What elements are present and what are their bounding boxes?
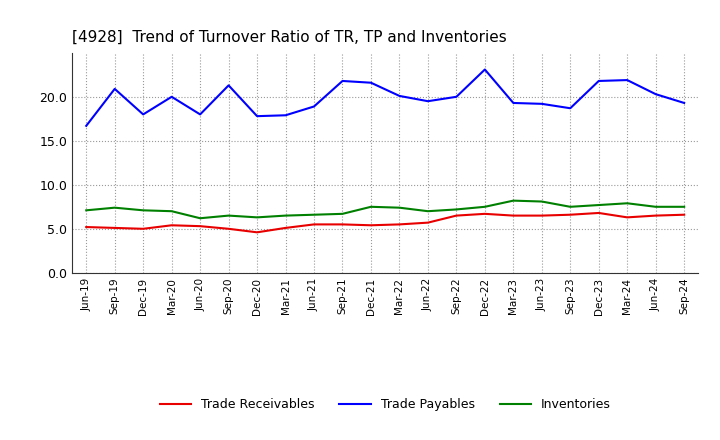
Trade Receivables bbox=[139, 226, 148, 231]
Trade Payables bbox=[566, 106, 575, 111]
Trade Payables bbox=[652, 92, 660, 97]
Trade Receivables bbox=[110, 225, 119, 231]
Trade Payables bbox=[623, 77, 631, 83]
Trade Payables bbox=[509, 100, 518, 106]
Trade Receivables bbox=[310, 222, 318, 227]
Inventories bbox=[139, 208, 148, 213]
Inventories bbox=[338, 211, 347, 216]
Trade Payables bbox=[167, 94, 176, 99]
Trade Receivables bbox=[253, 230, 261, 235]
Trade Payables bbox=[480, 67, 489, 72]
Trade Receivables bbox=[82, 224, 91, 230]
Inventories bbox=[82, 208, 91, 213]
Inventories bbox=[310, 212, 318, 217]
Inventories bbox=[480, 204, 489, 209]
Inventories bbox=[566, 204, 575, 209]
Trade Payables bbox=[366, 80, 375, 85]
Inventories bbox=[595, 202, 603, 208]
Inventories bbox=[623, 201, 631, 206]
Trade Payables bbox=[225, 83, 233, 88]
Trade Receivables bbox=[623, 215, 631, 220]
Trade Receivables bbox=[395, 222, 404, 227]
Inventories bbox=[452, 207, 461, 212]
Trade Payables bbox=[537, 101, 546, 106]
Trade Receivables bbox=[452, 213, 461, 218]
Trade Receivables bbox=[680, 212, 688, 217]
Trade Payables bbox=[282, 113, 290, 118]
Trade Receivables bbox=[595, 210, 603, 216]
Inventories bbox=[196, 216, 204, 221]
Trade Receivables bbox=[566, 212, 575, 217]
Trade Payables bbox=[423, 99, 432, 104]
Line: Trade Payables: Trade Payables bbox=[86, 70, 684, 126]
Trade Receivables bbox=[282, 225, 290, 231]
Trade Receivables bbox=[423, 220, 432, 225]
Inventories bbox=[652, 204, 660, 209]
Inventories bbox=[225, 213, 233, 218]
Trade Receivables bbox=[196, 224, 204, 229]
Inventories bbox=[366, 204, 375, 209]
Trade Payables bbox=[680, 100, 688, 106]
Trade Payables bbox=[139, 112, 148, 117]
Inventories bbox=[253, 215, 261, 220]
Line: Trade Receivables: Trade Receivables bbox=[86, 213, 684, 232]
Trade Payables bbox=[196, 112, 204, 117]
Trade Payables bbox=[253, 114, 261, 119]
Text: [4928]  Trend of Turnover Ratio of TR, TP and Inventories: [4928] Trend of Turnover Ratio of TR, TP… bbox=[72, 29, 507, 45]
Line: Inventories: Inventories bbox=[86, 201, 684, 218]
Trade Payables bbox=[338, 78, 347, 84]
Trade Receivables bbox=[338, 222, 347, 227]
Inventories bbox=[509, 198, 518, 203]
Trade Payables bbox=[82, 123, 91, 128]
Inventories bbox=[110, 205, 119, 210]
Trade Payables bbox=[452, 94, 461, 99]
Trade Receivables bbox=[225, 226, 233, 231]
Inventories bbox=[537, 199, 546, 204]
Trade Receivables bbox=[652, 213, 660, 218]
Legend: Trade Receivables, Trade Payables, Inventories: Trade Receivables, Trade Payables, Inven… bbox=[155, 393, 616, 416]
Inventories bbox=[423, 209, 432, 214]
Inventories bbox=[680, 204, 688, 209]
Inventories bbox=[395, 205, 404, 210]
Inventories bbox=[167, 209, 176, 214]
Trade Payables bbox=[395, 93, 404, 99]
Inventories bbox=[282, 213, 290, 218]
Trade Receivables bbox=[366, 223, 375, 228]
Trade Receivables bbox=[167, 223, 176, 228]
Trade Receivables bbox=[537, 213, 546, 218]
Trade Receivables bbox=[480, 211, 489, 216]
Trade Payables bbox=[110, 86, 119, 92]
Trade Payables bbox=[595, 78, 603, 84]
Trade Payables bbox=[310, 104, 318, 109]
Trade Receivables bbox=[509, 213, 518, 218]
